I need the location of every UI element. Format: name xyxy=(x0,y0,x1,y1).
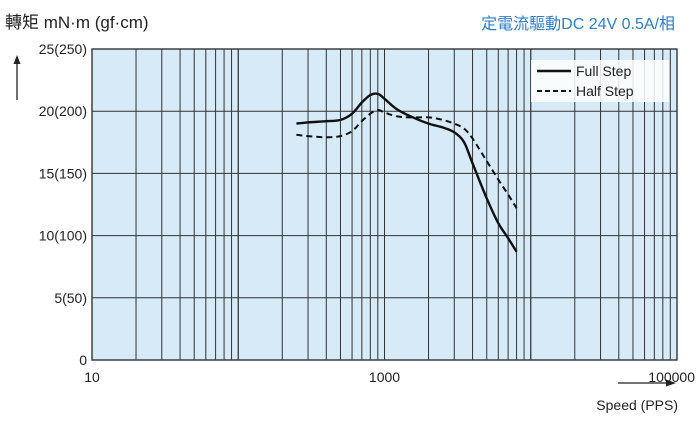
grid xyxy=(92,49,677,360)
x-tick-label: 100000 xyxy=(648,369,695,385)
legend-label-half-step: Half Step xyxy=(576,83,634,99)
y-tick-label: 15(150) xyxy=(39,165,87,181)
y-tick-label: 5(50) xyxy=(54,290,87,306)
drive-condition-caption: 定電流驅動DC 24V 0.5A/相 xyxy=(481,16,675,33)
y-tick-labels: 0 5(50) 10(100) 15(150) 20(200) 25(250) xyxy=(39,41,87,368)
x-axis-arrow xyxy=(618,379,676,387)
legend-box xyxy=(531,60,669,102)
y-tick-label: 0 xyxy=(79,352,87,368)
y-tick-label: 20(200) xyxy=(39,103,87,119)
plot-frame xyxy=(91,48,678,361)
y-tick-label: 10(100) xyxy=(39,228,87,244)
y-axis-arrow xyxy=(13,55,21,100)
y-axis-caption: 轉矩 mN·m (gf·cm) xyxy=(5,13,149,32)
legend-label-full-step: Full Step xyxy=(576,63,631,79)
series-line-half-step xyxy=(296,108,518,209)
x-tick-label: 10 xyxy=(84,369,100,385)
legend: Full Step Half Step xyxy=(531,60,669,102)
x-tick-labels: 10 1000 100000 xyxy=(84,369,695,385)
x-axis-label: Speed (PPS) xyxy=(596,397,678,413)
series-line-full-step xyxy=(296,92,518,253)
series-lines xyxy=(296,92,518,253)
y-tick-label: 25(250) xyxy=(39,41,87,57)
x-tick-label: 1000 xyxy=(369,369,400,385)
